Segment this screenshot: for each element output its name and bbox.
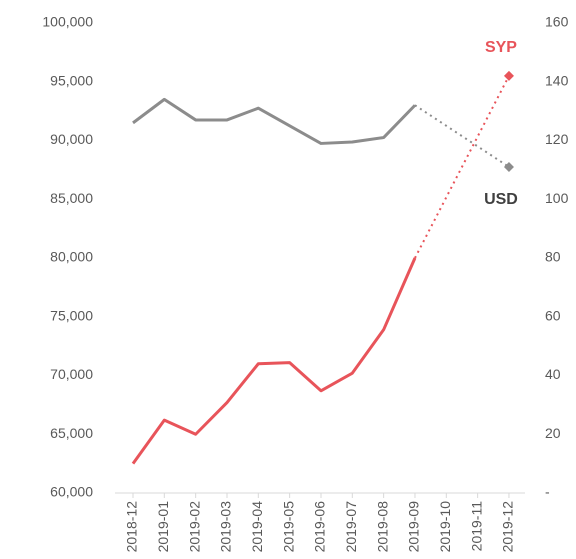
y-tick-label: 80,000 — [50, 249, 93, 265]
y-tick-label: 95,000 — [50, 72, 93, 88]
end-marker — [503, 161, 514, 172]
x-tick-label: 2019-08 — [374, 501, 390, 553]
y2-tick-label: 40 — [545, 366, 561, 382]
y-tick-label: 60,000 — [50, 484, 93, 500]
x-tick-label: 2019-11 — [468, 501, 484, 552]
y2-tick-label: 160 — [545, 14, 569, 30]
y2-tick-label: 60 — [545, 307, 561, 323]
y2-tick-label: 140 — [545, 72, 569, 88]
y2-tick-label: 100 — [545, 190, 569, 206]
y-tick-label: 100,000 — [42, 14, 93, 30]
end-marker — [503, 70, 514, 81]
series-line — [131, 257, 417, 465]
x-tick-label: 2019-09 — [406, 501, 422, 553]
y2-tick-label: 80 — [545, 249, 561, 265]
x-tick-label: 2019-10 — [437, 501, 453, 553]
series-line — [132, 97, 417, 145]
x-tick-label: 2019-02 — [186, 501, 202, 553]
y-tick-label: 75,000 — [50, 307, 93, 323]
x-tick-label: 2019-03 — [218, 501, 234, 553]
x-tick-label: 2019-04 — [249, 501, 265, 553]
series-label: SYP — [485, 39, 517, 56]
y-tick-label: 65,000 — [50, 425, 93, 441]
x-tick-label: 2019-01 — [155, 501, 171, 553]
y-tick-label: 90,000 — [50, 131, 93, 147]
x-tick-label: 2019-12 — [500, 501, 516, 553]
x-tick-label: 2018-12 — [124, 501, 140, 553]
y2-tick-label: 120 — [545, 131, 569, 147]
y2-tick-label: 20 — [545, 425, 561, 441]
x-tick-label: 2019-05 — [280, 501, 296, 553]
projection-line — [414, 75, 510, 259]
y-tick-label: 70,000 — [50, 366, 93, 382]
x-tick-label: 2019-07 — [343, 501, 359, 553]
series-label: USD — [484, 191, 518, 208]
x-tick-label: 2019-06 — [312, 501, 328, 553]
y2-tick-label: - — [545, 484, 550, 500]
projection-line — [414, 104, 510, 168]
y-tick-label: 85,000 — [50, 190, 93, 206]
